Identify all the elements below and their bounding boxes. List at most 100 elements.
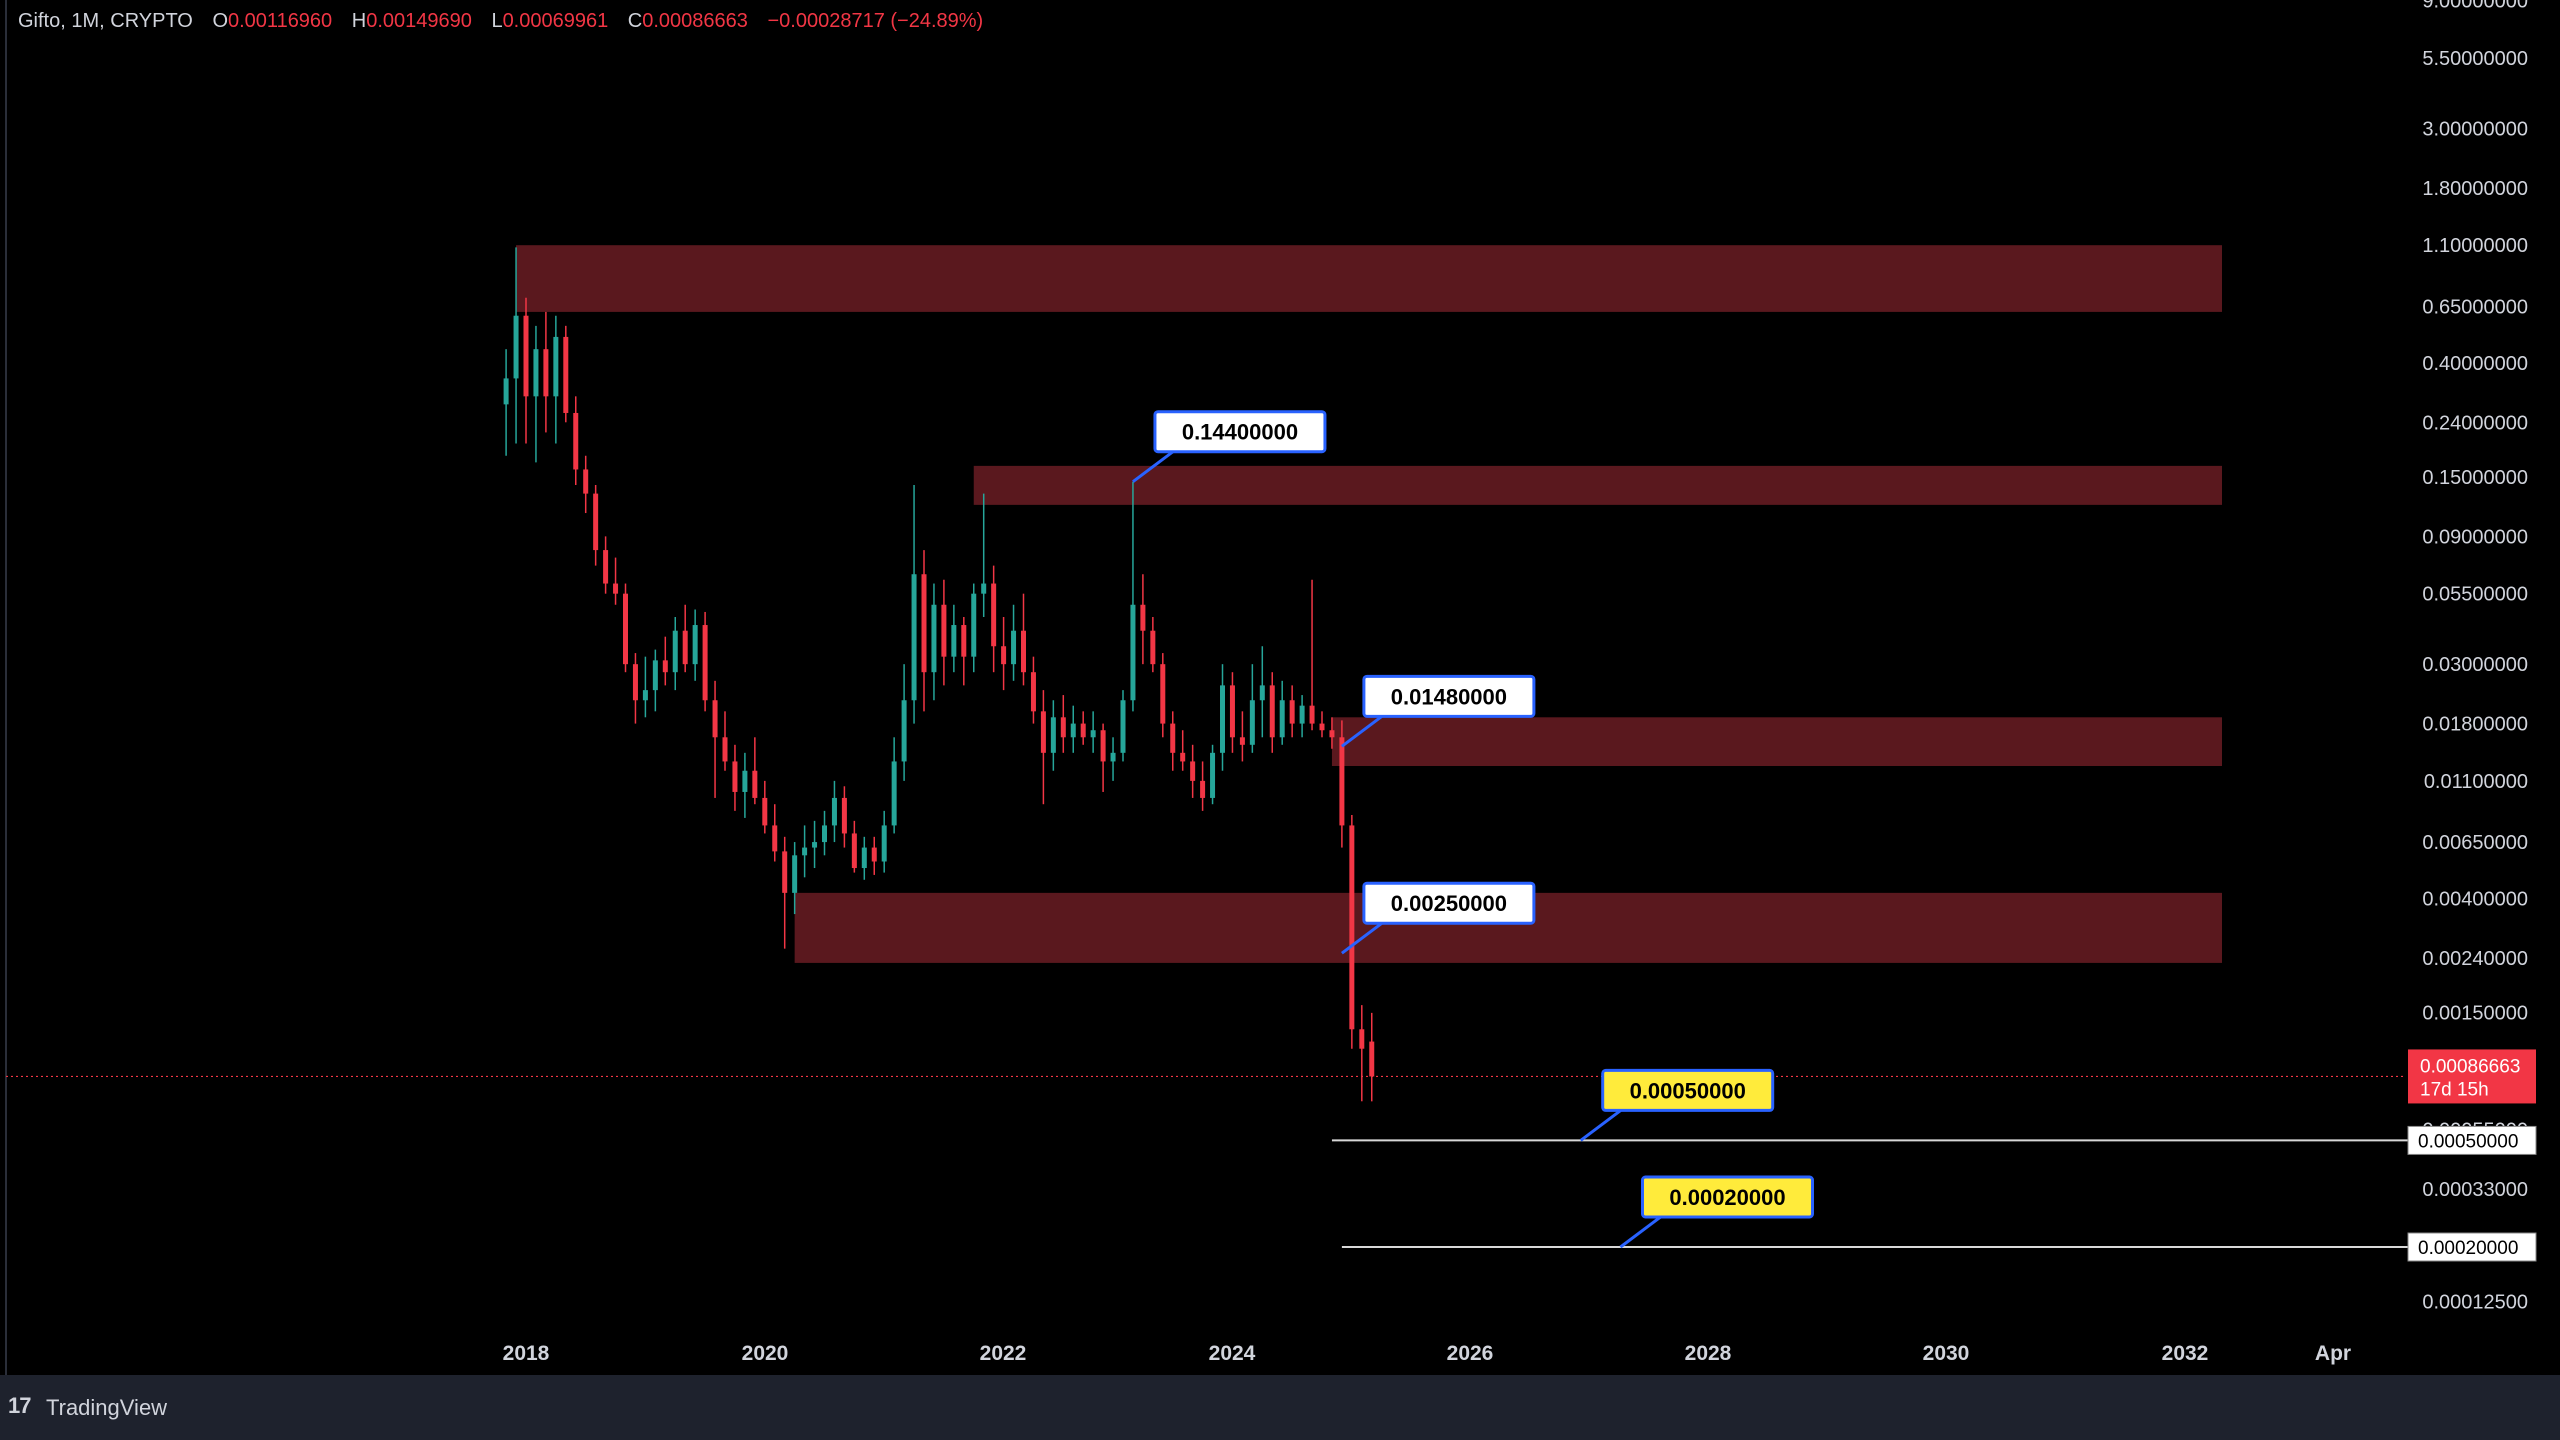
chart-background	[0, 0, 2560, 1375]
candle-body	[881, 825, 887, 862]
candle-body	[593, 493, 599, 551]
candle-body	[672, 630, 678, 673]
candle-body	[822, 825, 827, 843]
candle-body	[1279, 700, 1285, 738]
candle-body	[563, 336, 569, 413]
callout-label: 0.00050000	[1630, 1078, 1746, 1103]
y-axis-tick-label: 0.00240000	[2422, 948, 2528, 970]
x-axis-tick-label: 2026	[1447, 1342, 1494, 1365]
y-axis-tick-label: 0.00012500	[2422, 1292, 2528, 1314]
candle-body	[941, 604, 947, 657]
candle-body	[1100, 730, 1106, 762]
candle-body	[1329, 730, 1335, 738]
symbol-label[interactable]: Gifto, 1M, CRYPTO	[18, 10, 193, 32]
candle-body	[742, 770, 748, 792]
callout-box	[1362, 674, 1536, 718]
candle-body	[772, 825, 778, 852]
y-axis-tick-label: 0.65000000	[2422, 296, 2528, 318]
candle-body	[1180, 752, 1186, 762]
candle-body	[1349, 825, 1355, 1030]
callout-label: 0.01480000	[1391, 684, 1507, 709]
resistance-zone[interactable]	[516, 245, 2222, 312]
candle-body	[971, 593, 977, 657]
y-axis-tick-label: 0.00650000	[2422, 832, 2528, 854]
callout-box	[1601, 1068, 1775, 1112]
change-value: −0.00028717 (−24.89%)	[767, 10, 984, 32]
candle-body	[632, 664, 638, 701]
x-axis-tick-label: 2030	[1923, 1342, 1970, 1365]
support-price-tag	[2407, 1232, 2537, 1262]
candle-body	[1359, 1029, 1365, 1049]
y-axis-tick-label: 1.10000000	[2422, 235, 2528, 257]
candle-body	[951, 625, 957, 657]
candle-body	[583, 469, 589, 494]
candle-body	[931, 604, 937, 673]
callout-pointer	[1132, 450, 1174, 483]
resistance-zone[interactable]	[1331, 717, 2222, 767]
candle-body	[1160, 664, 1166, 724]
candle-body	[802, 847, 808, 856]
candle-body	[1170, 723, 1176, 753]
candle-body	[1060, 717, 1066, 738]
callout-pointer	[1619, 1215, 1662, 1249]
y-axis-tick-label: 0.00150000	[2422, 1003, 2528, 1025]
candle-body	[682, 630, 688, 665]
current-price-label: 0.00086663	[2420, 1056, 2520, 1077]
candle-body	[1210, 752, 1216, 798]
callout-label: 0.00250000	[1391, 891, 1507, 916]
y-axis-tick-label: 0.05500000	[2422, 584, 2528, 606]
candle-body	[603, 550, 609, 584]
candle-body	[1140, 604, 1146, 631]
candle-body	[613, 583, 619, 594]
open-value: 0.00116960	[228, 10, 333, 32]
candle-body	[1339, 737, 1345, 826]
x-axis-tick-label: 2022	[980, 1342, 1027, 1365]
candle-body	[1200, 780, 1206, 798]
y-axis-tick-label: 5.50000000	[2422, 48, 2528, 70]
candle-body	[1289, 700, 1295, 724]
y-axis-tick-label: 0.03000000	[2422, 654, 2528, 676]
candle-body	[1011, 630, 1017, 665]
candle-body	[851, 833, 857, 869]
candle-body	[981, 583, 987, 594]
candle-body	[1220, 685, 1225, 753]
candle-body	[692, 625, 698, 665]
resistance-zone[interactable]	[973, 465, 2222, 505]
close-value: 0.00086663	[642, 10, 748, 32]
support-price-label: 0.00050000	[2418, 1131, 2518, 1152]
callout-label: 0.00020000	[1669, 1185, 1785, 1210]
candle-body	[831, 797, 837, 826]
tradingview-brand[interactable]: TradingView	[46, 1395, 168, 1420]
candle-body	[1080, 723, 1086, 738]
candle-body	[1259, 685, 1265, 701]
candle-body	[1249, 700, 1255, 745]
candle-body	[961, 625, 967, 657]
candle-body	[1090, 730, 1096, 738]
callout-pointer	[1341, 715, 1383, 748]
callout-label: 0.14400000	[1182, 420, 1298, 445]
x-axis-tick-label: 2020	[742, 1342, 789, 1365]
tradingview-logo-icon[interactable]: 17	[8, 1393, 32, 1418]
open-label: O	[212, 10, 228, 32]
current-price-tag	[2408, 1049, 2536, 1104]
high-value: 0.00149690	[366, 10, 472, 32]
y-axis-tick-label: 0.40000000	[2422, 353, 2528, 375]
candle-body	[891, 761, 897, 826]
candle-body	[732, 761, 738, 792]
candle-body	[1110, 752, 1116, 762]
candle-body	[871, 847, 877, 862]
candlestick-chart[interactable]: 0.14400000 0.01480000 0.00250000 0.00050000…	[0, 0, 2560, 1375]
low-label: L	[491, 10, 503, 32]
ohlc-legend: Gifto, 1M, CRYPTO O0.00116960 H0.0014969…	[18, 10, 983, 33]
candle-body	[1239, 737, 1245, 745]
high-label: H	[351, 10, 367, 32]
candle-body	[792, 855, 798, 893]
candle-body	[911, 574, 917, 701]
candle-body	[513, 315, 519, 379]
callout-pointer	[1579, 1109, 1622, 1142]
y-axis-tick-label: 0.24000000	[2422, 412, 2528, 434]
x-axis-tick-label: 2024	[1209, 1342, 1256, 1365]
x-axis-tick-label: 2018	[503, 1342, 550, 1365]
y-axis-tick-label: 1.80000000	[2422, 178, 2528, 200]
